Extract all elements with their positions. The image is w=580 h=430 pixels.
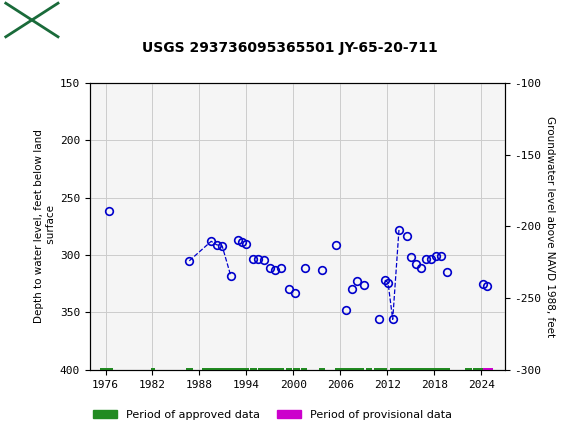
Bar	[484, 368, 493, 372]
Bar	[151, 368, 155, 372]
Bar	[356, 368, 364, 372]
Bar	[319, 368, 325, 372]
Bar	[335, 368, 340, 372]
Bar	[186, 368, 193, 372]
Bar	[340, 368, 348, 372]
Bar	[403, 368, 411, 372]
Bar	[419, 368, 426, 372]
Bar	[235, 368, 241, 372]
Bar	[426, 368, 434, 372]
Bar	[100, 368, 113, 372]
Bar	[473, 368, 484, 372]
Bar	[366, 368, 372, 372]
Bar	[390, 368, 395, 372]
Bar	[411, 368, 419, 372]
Bar	[395, 368, 403, 372]
Bar	[374, 368, 379, 372]
Bar	[348, 368, 356, 372]
Bar	[258, 368, 266, 372]
Bar	[266, 368, 274, 372]
Bar	[285, 368, 292, 372]
Legend: Period of approved data, Period of provisional data: Period of approved data, Period of provi…	[89, 405, 456, 424]
Text: USGS: USGS	[67, 11, 122, 29]
Bar	[213, 368, 225, 372]
Y-axis label: Depth to water level, feet below land
 surface: Depth to water level, feet below land su…	[34, 129, 56, 323]
Bar	[293, 368, 300, 372]
Bar	[202, 368, 213, 372]
Bar	[434, 368, 442, 372]
Bar	[379, 368, 387, 372]
Bar	[466, 368, 472, 372]
Bar	[274, 368, 284, 372]
Text: USGS 293736095365501 JY-65-20-711: USGS 293736095365501 JY-65-20-711	[142, 41, 438, 55]
Y-axis label: Groundwater level above NAVD 1988, feet: Groundwater level above NAVD 1988, feet	[545, 116, 556, 337]
Bar	[225, 368, 237, 372]
Bar	[6, 3, 58, 37]
Bar	[301, 368, 307, 372]
Bar	[251, 368, 256, 372]
Bar	[442, 368, 450, 372]
Bar	[241, 368, 249, 372]
